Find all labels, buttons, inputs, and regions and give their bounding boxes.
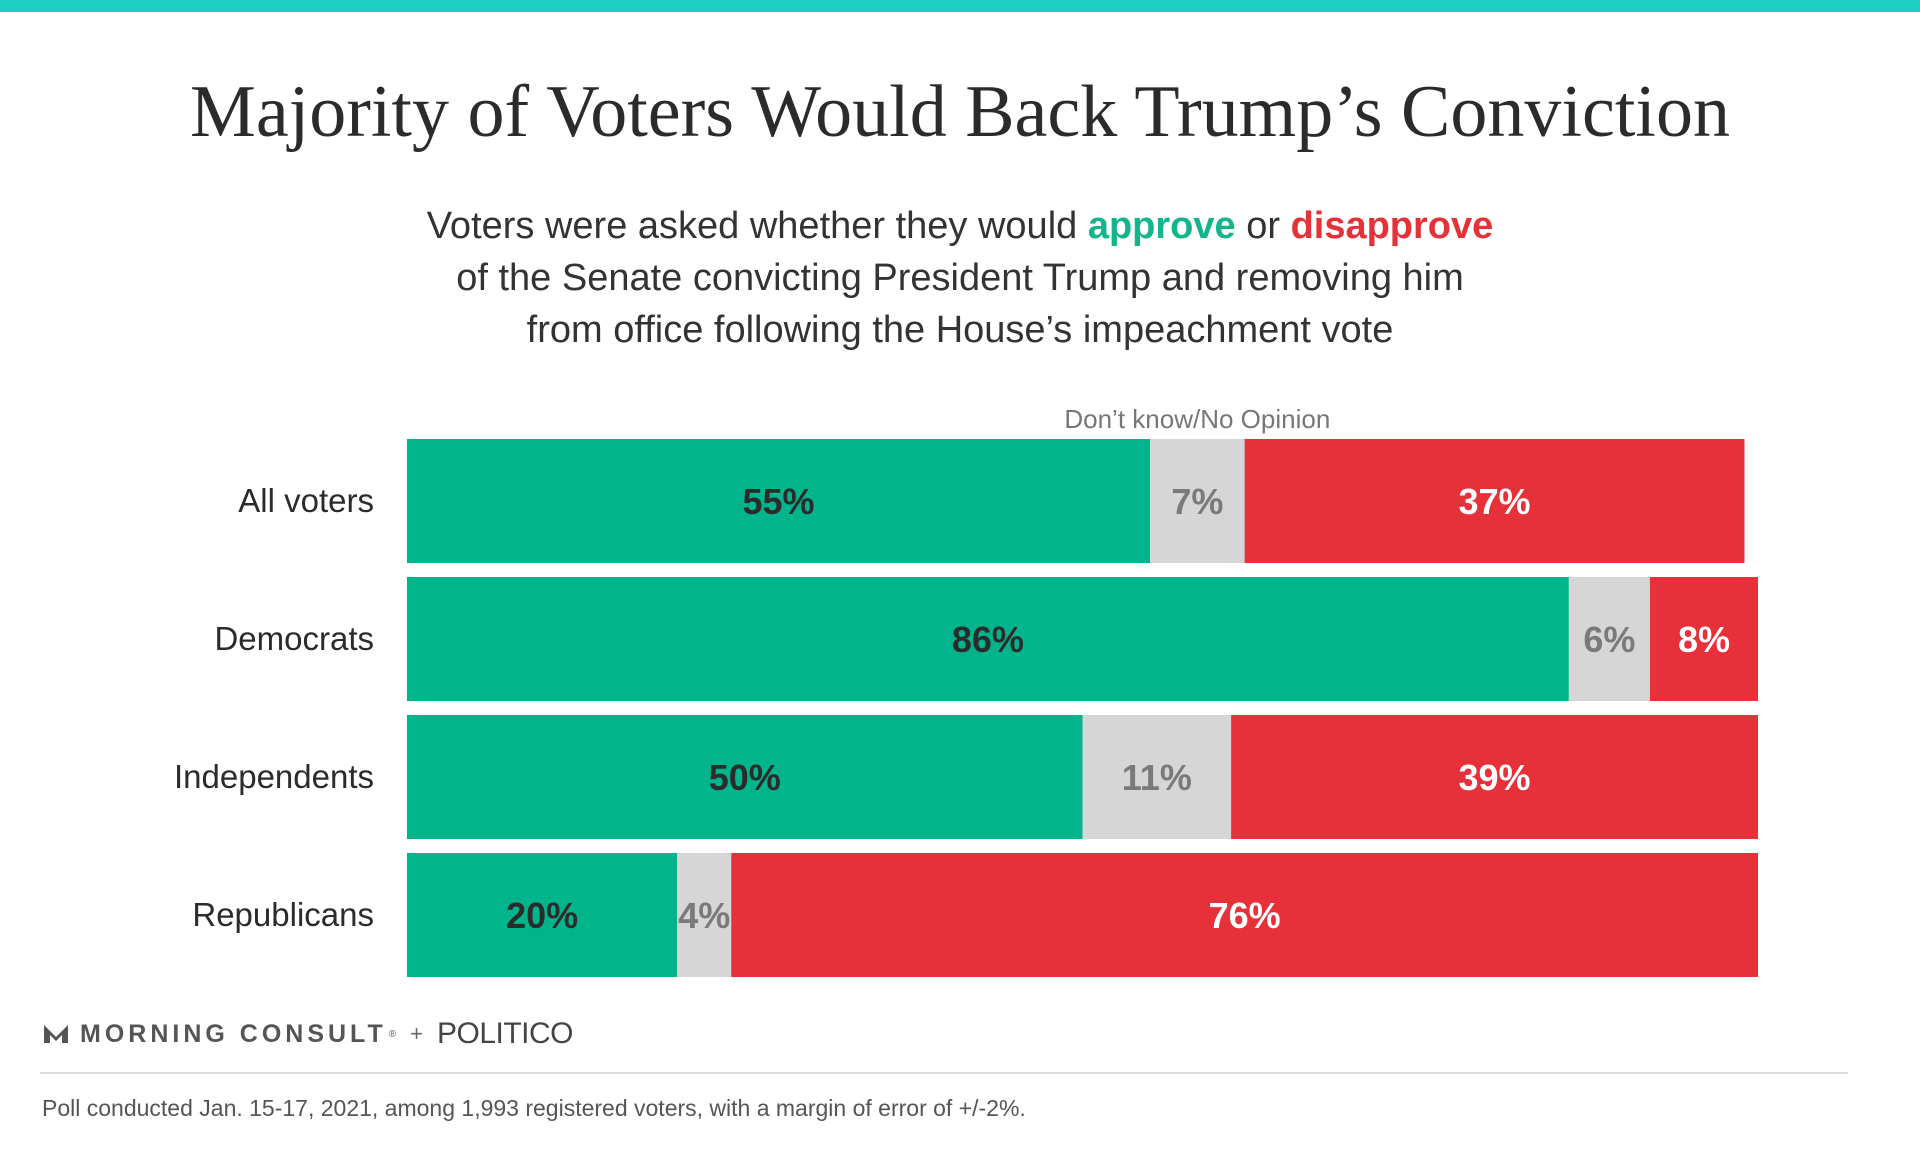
bar-segment-disapprove (731, 853, 1758, 977)
morning-consult-logo-icon (44, 1025, 68, 1043)
morning-consult-wordmark: MORNING CONSULT (80, 1019, 387, 1048)
data-label-dont-know: 4% (678, 895, 730, 936)
data-label-approve: 55% (742, 481, 814, 522)
footer-divider (40, 1072, 1848, 1074)
bar-segment-disapprove (1244, 439, 1745, 563)
data-label-dont-know: 7% (1171, 481, 1223, 522)
category-label: Independents (174, 758, 374, 795)
footer-logos: MORNING CONSULT ® + POLITICO (42, 1014, 574, 1054)
subtitle-part1: Voters were asked whether they would (426, 205, 1088, 247)
category-label: Democrats (214, 620, 374, 657)
subtitle-line-2: of the Senate convicting President Trump… (456, 257, 1464, 299)
chart-title: Majority of Voters Would Back Trump’s Co… (190, 71, 1730, 153)
stacked-bar-chart: Don’t know/No Opinion All voters 55% 7% 37% D… (174, 404, 1758, 977)
subtitle-line-1: Voters were asked whether they would app… (260, 200, 1660, 252)
category-label: All voters (238, 482, 374, 519)
bar-segment-approve (407, 577, 1569, 701)
logo-plus-sign: + (410, 1021, 423, 1046)
bar-segment-dont-know (1568, 577, 1650, 701)
bar-segment-approve (407, 439, 1151, 563)
bar-segment-approve (407, 853, 678, 977)
data-label-disapprove: 8% (1678, 619, 1730, 660)
bar-segment-disapprove (1649, 577, 1758, 701)
subtitle-part2: or (1235, 205, 1291, 247)
data-label-approve: 20% (506, 895, 578, 936)
data-label-dont-know: 11% (1122, 757, 1192, 798)
top-accent-bar (0, 0, 1920, 12)
bar-segment-approve (407, 715, 1083, 839)
data-label-disapprove: 39% (1459, 757, 1531, 798)
data-label-approve: 86% (952, 619, 1024, 660)
subtitle-approve-word: approve (1087, 205, 1236, 247)
bar-segment-disapprove (1231, 715, 1758, 839)
methodology-note: Poll conducted Jan. 15-17, 2021, among 1… (42, 1095, 1026, 1121)
bar-segment-dont-know (1082, 715, 1232, 839)
legend-dont-know-label: Don’t know/No Opinion (1064, 404, 1330, 434)
bar-segment-dont-know (677, 853, 732, 977)
data-label-approve: 50% (709, 757, 781, 798)
chart-subtitle: Voters were asked whether they would app… (260, 200, 1660, 356)
data-label-dont-know: 6% (1583, 619, 1635, 660)
data-label-disapprove: 76% (1209, 895, 1281, 936)
bar-segment-dont-know (1150, 439, 1245, 563)
subtitle-line-3: from office following the House’s impeac… (526, 309, 1394, 351)
subtitle-disapprove-word: disapprove (1290, 205, 1494, 247)
registered-mark: ® (388, 1028, 397, 1040)
category-label: Republicans (192, 896, 374, 933)
politico-wordmark: POLITICO (436, 1017, 574, 1050)
data-label-disapprove: 37% (1459, 481, 1531, 522)
